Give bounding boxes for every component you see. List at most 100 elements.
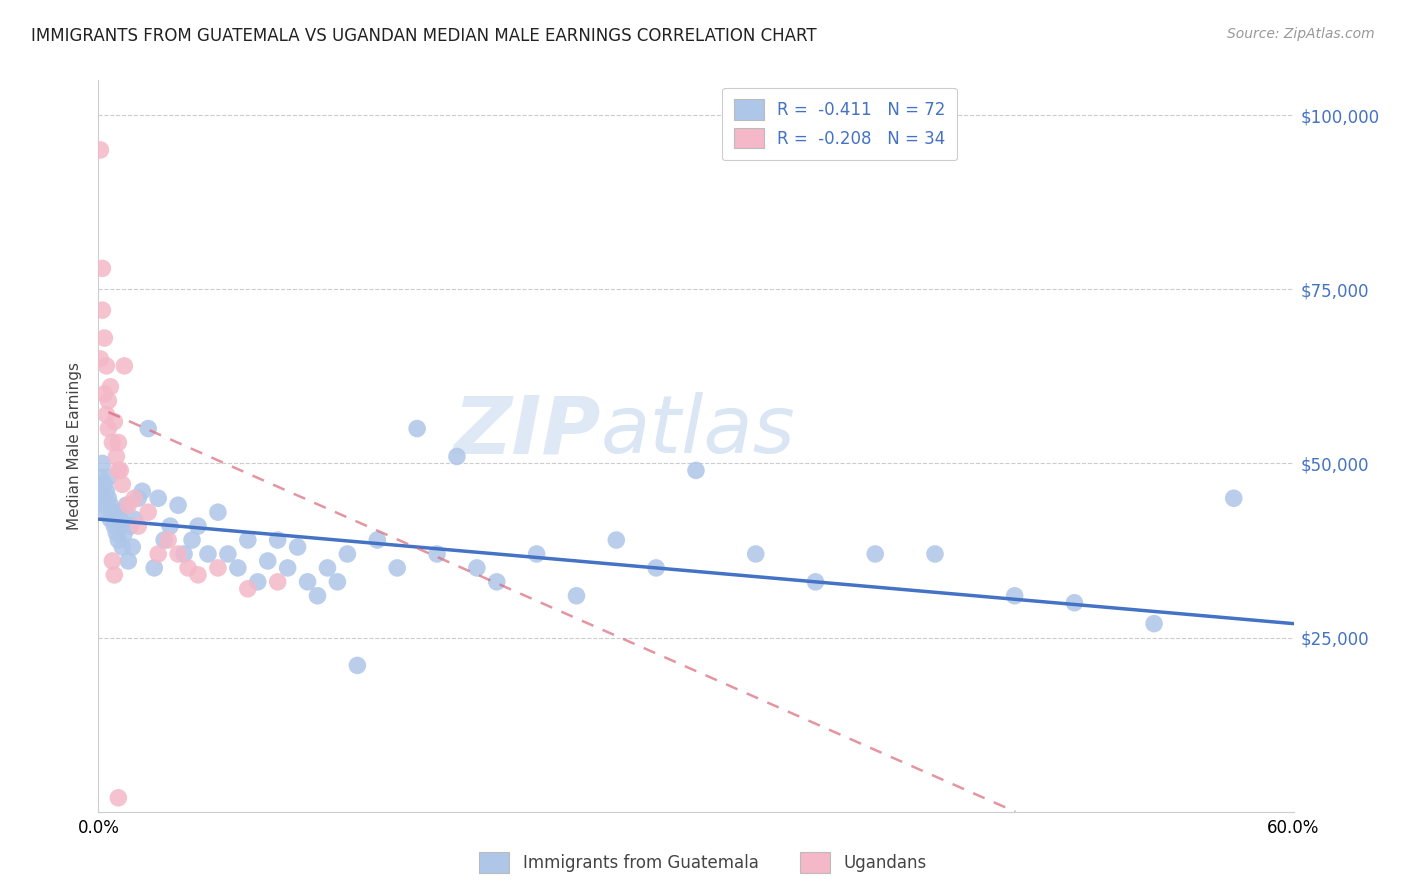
Point bbox=[685, 463, 707, 477]
Point bbox=[97, 421, 120, 435]
Point bbox=[1143, 616, 1166, 631]
Point bbox=[91, 484, 114, 499]
Point bbox=[565, 589, 588, 603]
Text: Source: ZipAtlas.com: Source: ZipAtlas.com bbox=[1227, 27, 1375, 41]
Point bbox=[277, 561, 299, 575]
Point bbox=[127, 491, 149, 506]
Point bbox=[159, 519, 181, 533]
Point bbox=[89, 143, 111, 157]
Point bbox=[91, 303, 114, 318]
Point bbox=[167, 498, 190, 512]
Point bbox=[173, 547, 195, 561]
Point bbox=[177, 561, 200, 575]
Point bbox=[148, 491, 170, 506]
Point bbox=[226, 561, 249, 575]
Point bbox=[107, 505, 129, 519]
Point bbox=[91, 457, 114, 471]
Point bbox=[112, 526, 135, 541]
Point bbox=[89, 491, 111, 506]
Point bbox=[127, 519, 149, 533]
Point bbox=[115, 498, 138, 512]
Point bbox=[89, 470, 111, 484]
Point bbox=[446, 450, 468, 464]
Point bbox=[97, 393, 120, 408]
Point bbox=[93, 386, 115, 401]
Point bbox=[110, 463, 132, 477]
Point bbox=[107, 435, 129, 450]
Point bbox=[187, 567, 209, 582]
Point bbox=[112, 359, 135, 373]
Point bbox=[197, 547, 219, 561]
Point bbox=[297, 574, 319, 589]
Point bbox=[336, 547, 359, 561]
Point bbox=[605, 533, 627, 547]
Point bbox=[136, 505, 159, 519]
Point bbox=[207, 561, 229, 575]
Point bbox=[326, 574, 349, 589]
Point bbox=[143, 561, 166, 575]
Text: ZIP: ZIP bbox=[453, 392, 600, 470]
Point bbox=[103, 567, 125, 582]
Point bbox=[98, 380, 122, 394]
Point bbox=[316, 561, 339, 575]
Point bbox=[107, 463, 129, 477]
Point bbox=[117, 498, 139, 512]
Point bbox=[97, 470, 120, 484]
Point bbox=[745, 547, 768, 561]
Point bbox=[256, 554, 278, 568]
Point bbox=[105, 526, 128, 541]
Point bbox=[207, 505, 229, 519]
Point bbox=[236, 582, 259, 596]
Point bbox=[117, 554, 139, 568]
Point bbox=[236, 533, 259, 547]
Point bbox=[93, 331, 115, 345]
Point bbox=[121, 540, 143, 554]
Point bbox=[111, 540, 134, 554]
Point bbox=[93, 498, 115, 512]
Point bbox=[526, 547, 548, 561]
Point bbox=[101, 505, 124, 519]
Point bbox=[91, 261, 114, 276]
Point bbox=[385, 561, 409, 575]
Point bbox=[217, 547, 239, 561]
Point bbox=[167, 547, 190, 561]
Point bbox=[93, 477, 115, 491]
Point bbox=[111, 477, 134, 491]
Point bbox=[136, 421, 159, 435]
Point bbox=[96, 408, 118, 422]
Point bbox=[97, 491, 120, 506]
Point bbox=[105, 450, 128, 464]
Point bbox=[465, 561, 488, 575]
Point bbox=[98, 512, 122, 526]
Point bbox=[96, 505, 118, 519]
Point bbox=[485, 574, 508, 589]
Point bbox=[406, 421, 429, 435]
Point bbox=[131, 484, 153, 499]
Text: atlas: atlas bbox=[600, 392, 796, 470]
Legend: R =  -0.411   N = 72, R =  -0.208   N = 34: R = -0.411 N = 72, R = -0.208 N = 34 bbox=[721, 87, 957, 160]
Point bbox=[865, 547, 887, 561]
Point bbox=[426, 547, 449, 561]
Text: IMMIGRANTS FROM GUATEMALA VS UGANDAN MEDIAN MALE EARNINGS CORRELATION CHART: IMMIGRANTS FROM GUATEMALA VS UGANDAN MED… bbox=[31, 27, 817, 45]
Point bbox=[187, 519, 209, 533]
Point bbox=[124, 512, 146, 526]
Point bbox=[98, 498, 122, 512]
Point bbox=[1223, 491, 1246, 506]
Point bbox=[267, 533, 290, 547]
Point bbox=[307, 589, 329, 603]
Point bbox=[924, 547, 946, 561]
Point bbox=[103, 415, 125, 429]
Point bbox=[246, 574, 269, 589]
Point bbox=[101, 554, 124, 568]
Point bbox=[181, 533, 204, 547]
Point bbox=[645, 561, 668, 575]
Point bbox=[148, 547, 170, 561]
Point bbox=[124, 491, 146, 506]
Point bbox=[96, 359, 118, 373]
Point bbox=[153, 533, 176, 547]
Point bbox=[120, 519, 142, 533]
Point bbox=[157, 533, 180, 547]
Point bbox=[89, 351, 111, 366]
Point bbox=[107, 533, 129, 547]
Point bbox=[101, 435, 124, 450]
